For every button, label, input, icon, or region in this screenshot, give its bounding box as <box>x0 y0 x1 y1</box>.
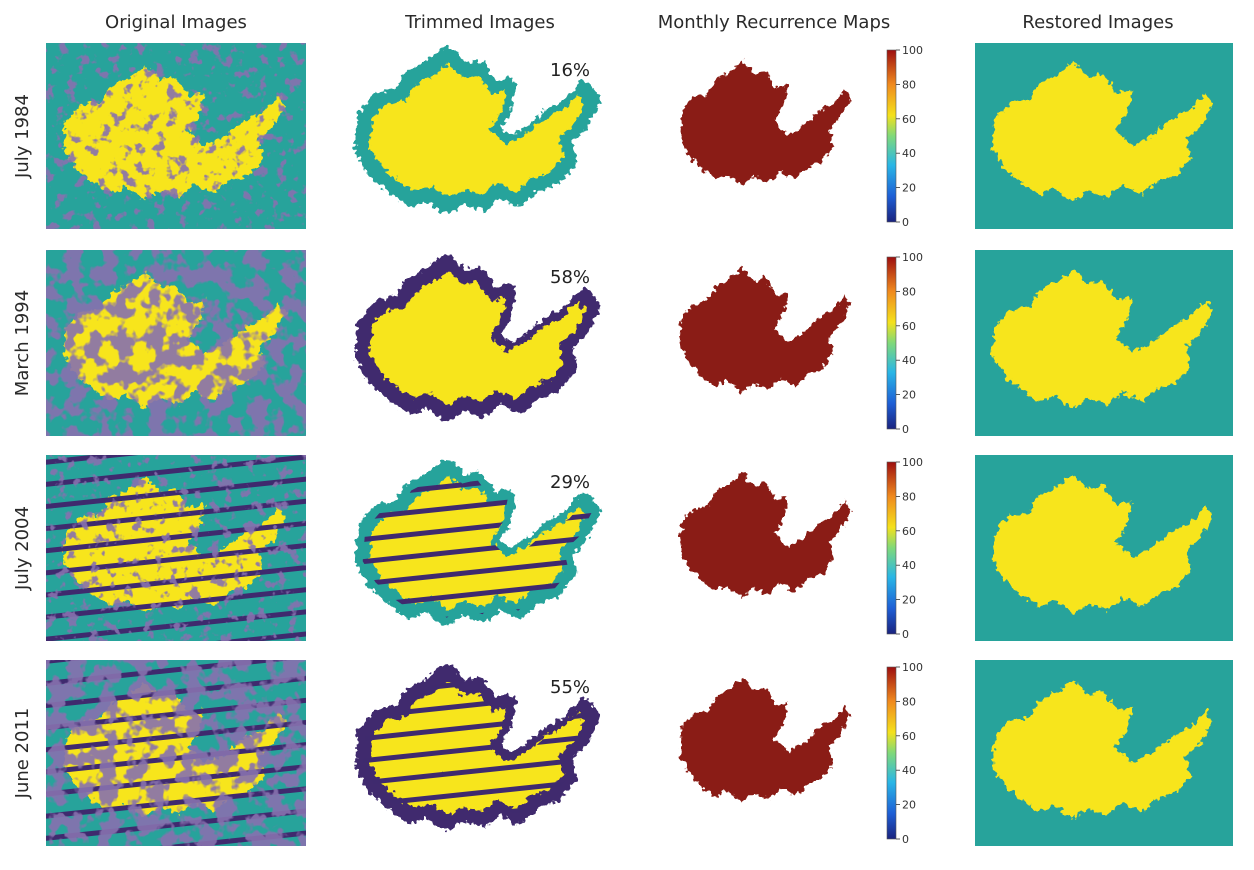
rows-layer: July 1984 16% 0 20 40 60 80 100 March 1994 58% 0 20… <box>12 43 1233 846</box>
trimmed-image: 55% <box>354 664 601 831</box>
row-label: July 1984 <box>12 94 33 179</box>
figure-row: July 1984 16% 0 20 40 60 80 100 <box>12 43 1233 229</box>
trimmed-image: 16% <box>354 47 601 214</box>
colorbar-tick-label: 20 <box>902 389 916 402</box>
colorbar <box>886 49 897 223</box>
colorbar-tick-label: 100 <box>902 251 923 264</box>
colorbar-tick-label: 40 <box>902 354 916 367</box>
colorbar-tick-label: 80 <box>902 695 916 708</box>
colorbar-tick-label: 80 <box>902 490 916 503</box>
figure-row: June 2011 55% 0 20 40 60 80 100 <box>12 660 1233 846</box>
colorbar-tick-label: 40 <box>902 559 916 572</box>
original-image <box>46 455 306 641</box>
restored-image <box>975 455 1233 641</box>
colorbar-tick-label: 60 <box>902 525 916 538</box>
recurrence-map: 0 20 40 60 80 100 <box>679 661 923 846</box>
colorbar-tick-label: 80 <box>902 285 916 298</box>
original-image <box>46 43 306 229</box>
colorbar-tick-label: 0 <box>902 833 909 846</box>
colorbar <box>886 256 897 430</box>
colorbar-tick-label: 0 <box>902 423 909 436</box>
colorbar-tick-label: 20 <box>902 799 916 812</box>
recurrence-map: 0 20 40 60 80 100 <box>679 456 923 641</box>
restored-image <box>975 660 1233 846</box>
colorbar-tick-label: 40 <box>902 764 916 777</box>
colorbar <box>886 666 897 840</box>
recurrence-map: 0 20 40 60 80 100 <box>679 251 923 436</box>
restored-image <box>975 43 1233 229</box>
cloud-percent: 55% <box>550 677 590 698</box>
colorbar-tick-label: 100 <box>902 661 923 674</box>
figure-row: July 2004 29% 0 20 40 60 80 100 <box>12 455 1233 641</box>
trimmed-image: 58% <box>354 254 601 421</box>
colorbar-tick-label: 0 <box>902 628 909 641</box>
col-title-trimmed: Trimmed Images <box>404 12 555 33</box>
colorbar-tick-label: 100 <box>902 44 923 57</box>
figure-row: March 1994 58% 0 20 40 60 80 100 <box>12 250 1233 436</box>
trimmed-image: 29% <box>354 459 601 626</box>
colorbar-tick-label: 20 <box>902 182 916 195</box>
restored-image <box>975 250 1233 436</box>
colorbar-tick-label: 20 <box>902 594 916 607</box>
cloud-percent: 58% <box>550 267 590 288</box>
col-title-original: Original Images <box>105 12 247 33</box>
colorbar-tick-label: 80 <box>902 78 916 91</box>
colorbar-tick-label: 100 <box>902 456 923 469</box>
colorbar-tick-label: 40 <box>902 147 916 160</box>
recurrence-map: 0 20 40 60 80 100 <box>679 44 923 229</box>
original-image <box>46 250 306 436</box>
col-title-recurrence: Monthly Recurrence Maps <box>658 12 891 33</box>
row-label: July 2004 <box>12 506 33 591</box>
original-image <box>46 660 306 846</box>
cloud-percent: 29% <box>550 472 590 493</box>
row-label: June 2011 <box>12 708 33 800</box>
colorbar-tick-label: 60 <box>902 320 916 333</box>
colorbar <box>886 461 897 635</box>
row-label: March 1994 <box>12 290 33 396</box>
col-title-restored: Restored Images <box>1022 12 1173 33</box>
colorbar-tick-label: 60 <box>902 113 916 126</box>
colorbar-tick-label: 60 <box>902 730 916 743</box>
cloud-percent: 16% <box>550 60 590 81</box>
colorbar-tick-label: 0 <box>902 216 909 229</box>
